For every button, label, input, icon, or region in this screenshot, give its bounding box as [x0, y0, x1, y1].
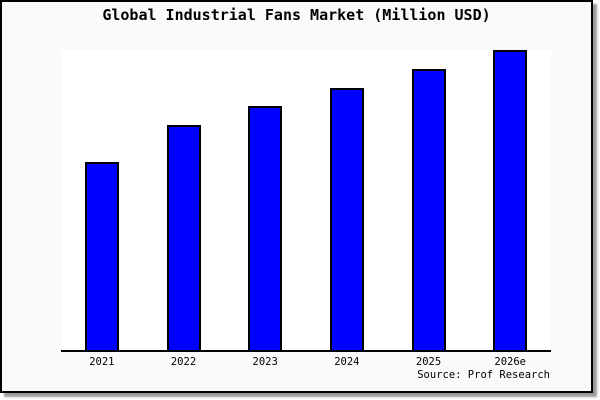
bar-2024 [329, 87, 364, 350]
x-tick-label-2022: 2022 [170, 356, 197, 368]
plot-area [61, 50, 551, 352]
bar-slot-2022 [143, 50, 225, 350]
x-axis-labels: 2021 2022 2023 2024 2025 2026e [61, 356, 551, 368]
bar-2025 [411, 68, 446, 350]
bar-slot-2025 [388, 50, 470, 350]
bars-group [61, 50, 551, 350]
bar-2021 [84, 161, 119, 350]
bar-2022 [166, 124, 201, 350]
x-tick-label-2026e: 2026e [494, 356, 526, 368]
source-credit: Source: Prof Research [417, 369, 550, 381]
x-tick-label-2023: 2023 [252, 356, 278, 368]
bar-2026e [493, 50, 528, 350]
bar-slot-2021 [61, 50, 143, 350]
bar-slot-2024 [306, 50, 388, 350]
chart-frame: Global Industrial Fans Market (Million U… [0, 0, 593, 393]
x-tick-label-2024: 2024 [334, 356, 360, 368]
bar-slot-2023 [224, 50, 306, 350]
chart-title: Global Industrial Fans Market (Million U… [102, 6, 491, 24]
bar-slot-2026e [469, 50, 551, 350]
x-tick-label-2021: 2021 [89, 356, 115, 368]
bar-2023 [248, 105, 283, 350]
x-tick-label-2025: 2025 [415, 356, 442, 368]
